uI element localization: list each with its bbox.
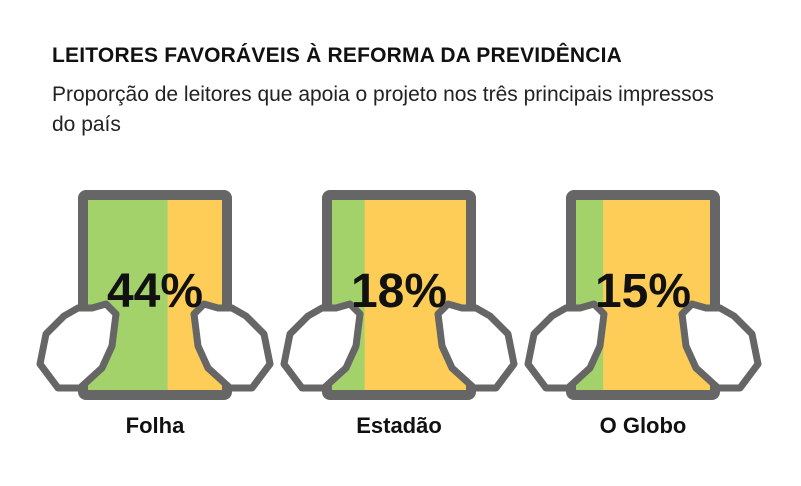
tablet-frame [566,190,720,400]
tablet-group: 44% Folha [36,190,274,438]
data-label: 15% [595,265,691,318]
tablet-group: 18% Estadão [280,190,518,438]
chart-title: LEITORES FAVORÁVEIS À REFORMA DA PREVIDÊ… [52,44,623,67]
left-hand-icon [524,300,608,392]
right-hand-icon [190,300,274,392]
category-label: Estadão [356,413,442,438]
tablet-frame [322,190,476,400]
tablet-frame [78,190,232,400]
right-hand-icon [434,300,518,392]
data-label: 18% [351,265,447,318]
left-hand-icon [36,300,120,392]
category-label: Folha [126,413,185,438]
data-label: 44% [107,265,203,318]
tablet-group: 15% O Globo [524,190,762,438]
category-label: O Globo [600,413,687,438]
chart-subtitle: Proporção de leitores que apoia o projet… [52,83,714,136]
right-hand-icon [678,300,762,392]
left-hand-icon [280,300,364,392]
